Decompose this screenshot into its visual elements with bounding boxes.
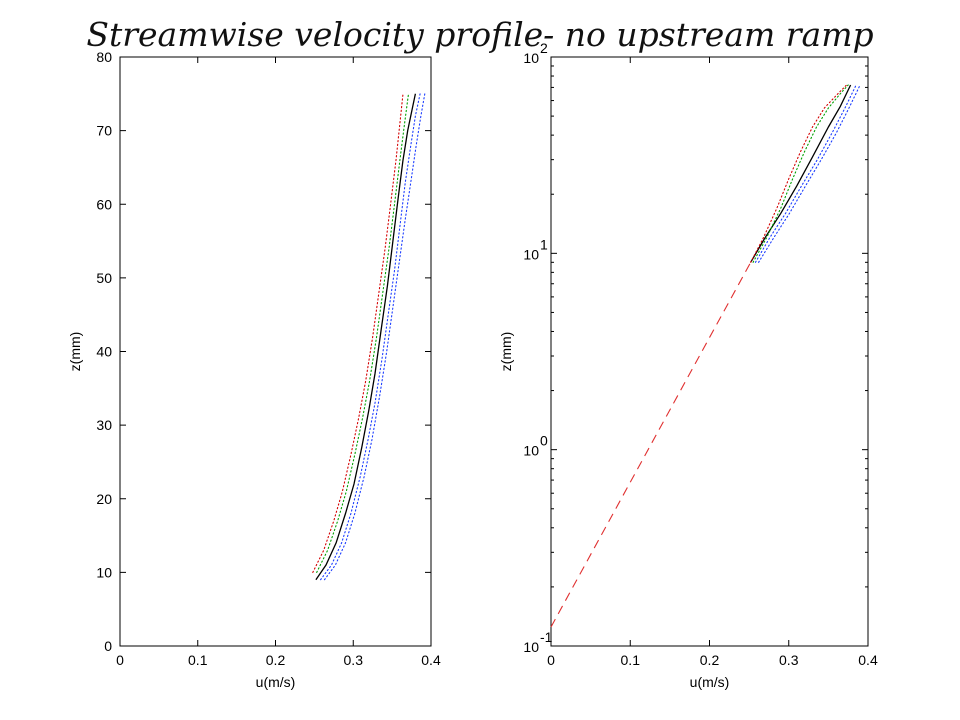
- x-tick-label: 0: [116, 652, 124, 668]
- y-axis-label: z(mm): [498, 332, 514, 372]
- y-tick-label-exponent: 0: [540, 433, 548, 449]
- chart-title: Streamwise velocity profile- no upstream…: [86, 15, 873, 54]
- series-line-mean: [315, 93, 417, 581]
- x-tick-label: 0.1: [621, 652, 641, 668]
- plot-frame: [550, 56, 869, 647]
- x-tick-label: 0.1: [188, 652, 208, 668]
- x-axis-label: u(m/s): [690, 674, 730, 690]
- y-tick-label-exponent: 2: [540, 40, 548, 56]
- series-line-lower_bound: [754, 84, 857, 263]
- series-line-lower_bound: [323, 93, 426, 581]
- x-tick-label: 0: [547, 652, 555, 668]
- y-tick-label: 0: [104, 638, 112, 654]
- y-tick-label: 30: [96, 417, 112, 433]
- y-tick-label: 10: [96, 564, 112, 580]
- x-tick-label: 0.2: [700, 652, 720, 668]
- series-line-lower_bound: [320, 93, 421, 581]
- y-tick-label: 20: [96, 491, 112, 507]
- plot-frame: [119, 56, 432, 647]
- y-tick-label-exponent: 1: [540, 236, 548, 252]
- series-line-mean: [750, 84, 852, 263]
- series-line-mid_bound: [316, 93, 410, 573]
- y-tick-label-base: 10: [523, 246, 539, 262]
- x-tick-label: 0.3: [344, 652, 364, 668]
- y-tick-label: 40: [96, 344, 112, 360]
- series-line-upper_bound: [312, 93, 404, 573]
- y-tick-label-base: 10: [523, 443, 539, 459]
- y-tick-label: 50: [96, 270, 112, 286]
- x-tick-label: 0.2: [266, 652, 286, 668]
- left-axes: 0 0.1 0.2 0.3 0.4 0 10 20 30 40 50 60 70 80 u(m/s) z(mm…: [67, 49, 441, 690]
- series-line-upper_bound: [750, 84, 848, 263]
- y-axis-label: z(mm): [67, 332, 83, 372]
- series-line-mid_bound: [752, 84, 849, 263]
- y-tick-label: 60: [96, 196, 112, 212]
- x-tick-label: 0.3: [779, 652, 799, 668]
- x-tick-label: 0.4: [858, 652, 878, 668]
- x-tick-label: 0.4: [421, 652, 441, 668]
- y-tick-label: 70: [96, 123, 112, 139]
- x-axis-label: u(m/s): [256, 674, 296, 690]
- y-tick-label-exponent: -1: [540, 629, 553, 645]
- y-tick-label: 80: [96, 49, 112, 65]
- y-tick-label-base: 10: [523, 50, 539, 66]
- series-line-fit: [550, 262, 752, 628]
- y-tick-label-base: 10: [523, 639, 539, 655]
